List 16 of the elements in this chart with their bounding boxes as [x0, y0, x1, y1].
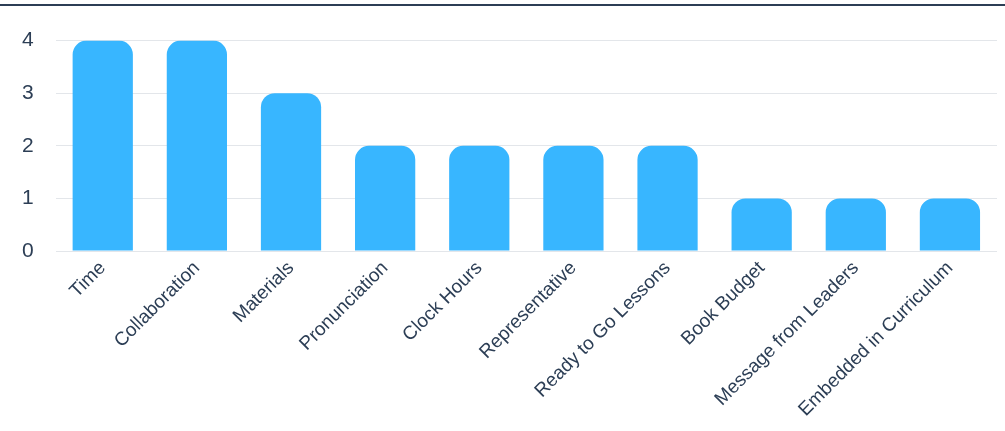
- bar: [449, 145, 510, 251]
- bar: [825, 198, 886, 251]
- bar: [731, 198, 792, 251]
- bar: [355, 145, 416, 251]
- y-tick-label: 0: [21, 237, 34, 261]
- x-tick-label: Time: [65, 256, 110, 301]
- y-tick-label: 2: [21, 132, 34, 156]
- y-tick-label: 1: [21, 185, 34, 209]
- bar: [72, 40, 133, 251]
- y-tick-label: 4: [21, 27, 34, 51]
- y-tick-label: 3: [21, 80, 34, 103]
- bar: [166, 40, 227, 251]
- bar: [260, 93, 322, 251]
- bar: [543, 145, 604, 251]
- bar: [919, 198, 981, 251]
- bar: [637, 145, 698, 251]
